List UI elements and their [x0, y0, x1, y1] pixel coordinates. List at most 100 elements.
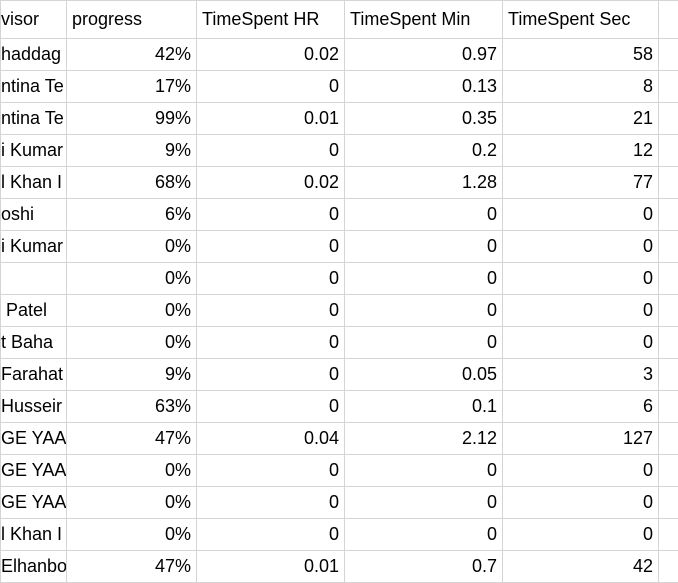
empty-cell[interactable] — [659, 167, 678, 199]
cell[interactable]: 0 — [345, 455, 503, 487]
cell[interactable]: visor — [1, 1, 67, 39]
cell[interactable]: 47% — [67, 423, 197, 455]
cell[interactable]: 42 — [503, 551, 659, 583]
cell[interactable]: 0 — [503, 455, 659, 487]
cell[interactable]: 1.28 — [345, 167, 503, 199]
cell[interactable]: 9% — [67, 359, 197, 391]
cell[interactable]: 0 — [503, 199, 659, 231]
cell[interactable]: 6 — [503, 391, 659, 423]
cell[interactable]: 0.04 — [197, 423, 345, 455]
empty-cell[interactable] — [659, 551, 678, 583]
cell[interactable]: TimeSpent Min — [345, 1, 503, 39]
cell[interactable]: ntina Te — [1, 71, 67, 103]
cell[interactable]: 0.02 — [197, 39, 345, 71]
cell[interactable]: 42% — [67, 39, 197, 71]
cell[interactable]: 0% — [67, 295, 197, 327]
cell[interactable]: 0.02 — [197, 167, 345, 199]
cell[interactable]: 0 — [197, 359, 345, 391]
cell[interactable]: 68% — [67, 167, 197, 199]
cell[interactable]: 0 — [345, 327, 503, 359]
cell[interactable]: ntina Te — [1, 103, 67, 135]
empty-cell[interactable] — [659, 359, 678, 391]
cell[interactable]: 0% — [67, 519, 197, 551]
cell[interactable]: 0.13 — [345, 71, 503, 103]
cell[interactable]: 77 — [503, 167, 659, 199]
cell[interactable]: 0.35 — [345, 103, 503, 135]
cell[interactable]: 6% — [67, 199, 197, 231]
cell[interactable]: 0 — [345, 487, 503, 519]
cell[interactable]: 0 — [197, 391, 345, 423]
cell[interactable]: i Kumar — [1, 135, 67, 167]
empty-cell[interactable] — [659, 327, 678, 359]
cell[interactable]: 0% — [67, 263, 197, 295]
empty-cell[interactable] — [659, 391, 678, 423]
cell[interactable]: 17% — [67, 71, 197, 103]
cell[interactable]: 0% — [67, 487, 197, 519]
cell[interactable]: 0 — [345, 295, 503, 327]
cell[interactable]: 99% — [67, 103, 197, 135]
cell[interactable]: 0.05 — [345, 359, 503, 391]
cell[interactable]: 3 — [503, 359, 659, 391]
empty-cell[interactable] — [659, 1, 678, 39]
cell[interactable]: GE YAA — [1, 455, 67, 487]
cell[interactable]: TimeSpent HR — [197, 1, 345, 39]
cell[interactable]: 0 — [197, 455, 345, 487]
empty-cell[interactable] — [659, 71, 678, 103]
cell[interactable]: 0.7 — [345, 551, 503, 583]
cell[interactable]: Farahat — [1, 359, 67, 391]
empty-cell[interactable] — [659, 423, 678, 455]
empty-cell[interactable] — [659, 455, 678, 487]
cell[interactable]: progress — [67, 1, 197, 39]
cell[interactable]: 0 — [345, 199, 503, 231]
cell[interactable]: 0 — [197, 263, 345, 295]
cell[interactable]: 47% — [67, 551, 197, 583]
empty-cell[interactable] — [659, 199, 678, 231]
cell[interactable]: 0 — [197, 231, 345, 263]
cell[interactable]: 0 — [503, 487, 659, 519]
cell[interactable]: 0.97 — [345, 39, 503, 71]
cell[interactable]: 0% — [67, 327, 197, 359]
empty-cell[interactable] — [659, 103, 678, 135]
empty-cell[interactable] — [659, 135, 678, 167]
cell[interactable]: 0 — [503, 519, 659, 551]
cell[interactable]: 0 — [345, 263, 503, 295]
cell[interactable]: 0 — [503, 295, 659, 327]
empty-cell[interactable] — [659, 519, 678, 551]
cell[interactable]: 0 — [197, 135, 345, 167]
cell[interactable]: GE YAA — [1, 487, 67, 519]
empty-cell[interactable] — [659, 39, 678, 71]
cell[interactable]: 63% — [67, 391, 197, 423]
cell[interactable]: 0 — [345, 519, 503, 551]
cell[interactable]: i Kumar — [1, 231, 67, 263]
cell[interactable]: 58 — [503, 39, 659, 71]
cell[interactable]: 0 — [197, 71, 345, 103]
cell[interactable]: 0.2 — [345, 135, 503, 167]
cell[interactable]: Elhanbo — [1, 551, 67, 583]
cell[interactable]: Husseir — [1, 391, 67, 423]
cell[interactable]: 0 — [345, 231, 503, 263]
cell[interactable]: 0 — [503, 263, 659, 295]
cell[interactable]: 0 — [197, 199, 345, 231]
cell[interactable]: 0 — [197, 295, 345, 327]
cell[interactable]: t Baha — [1, 327, 67, 359]
cell[interactable]: haddag — [1, 39, 67, 71]
cell[interactable]: 9% — [67, 135, 197, 167]
cell[interactable]: 12 — [503, 135, 659, 167]
empty-cell[interactable] — [659, 295, 678, 327]
cell[interactable]: 0 — [197, 327, 345, 359]
cell[interactable]: l Khan I — [1, 519, 67, 551]
cell[interactable]: TimeSpent Sec — [503, 1, 659, 39]
cell[interactable]: 0.01 — [197, 103, 345, 135]
cell[interactable]: 2.12 — [345, 423, 503, 455]
cell[interactable]: 127 — [503, 423, 659, 455]
cell[interactable]: 0 — [197, 487, 345, 519]
cell[interactable]: 0 — [503, 231, 659, 263]
cell[interactable]: oshi — [1, 199, 67, 231]
cell[interactable]: 0 — [197, 519, 345, 551]
cell[interactable]: GE YAA — [1, 423, 67, 455]
cell[interactable]: Patel — [1, 295, 67, 327]
cell[interactable]: 8 — [503, 71, 659, 103]
cell[interactable]: 0.1 — [345, 391, 503, 423]
cell[interactable]: 0 — [503, 327, 659, 359]
empty-cell[interactable] — [659, 487, 678, 519]
